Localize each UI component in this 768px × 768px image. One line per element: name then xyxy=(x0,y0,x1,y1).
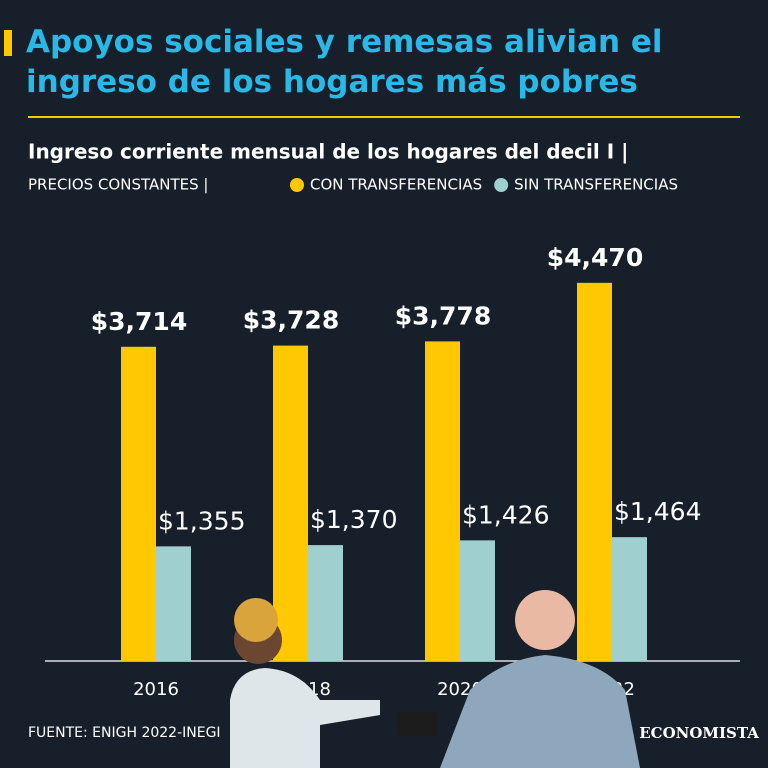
subtitle: Ingreso corriente mensual de los hogares… xyxy=(28,140,628,164)
value-label: $4,470 xyxy=(547,243,643,272)
person-right-head xyxy=(515,590,575,650)
chart-title: Apoyos sociales y remesas alivian el ing… xyxy=(26,24,663,100)
brand: EL ECONOMISTA xyxy=(612,724,759,742)
bar xyxy=(425,341,460,661)
illustration xyxy=(230,590,640,768)
title-marker xyxy=(4,30,12,56)
note: PRECIOS CONSTANTES | xyxy=(28,176,208,194)
bar xyxy=(577,282,612,661)
value-label: $3,778 xyxy=(395,301,491,330)
x-tick-label: 2016 xyxy=(133,679,179,700)
title-box: Apoyos sociales y remesas alivian el ing… xyxy=(26,24,663,100)
legend-swatch xyxy=(494,178,509,192)
card-reader xyxy=(398,712,438,736)
bar xyxy=(273,345,308,661)
legend-label: CON TRANSFERENCIAS xyxy=(310,176,482,194)
bar xyxy=(612,537,647,661)
bar xyxy=(121,346,156,661)
legend-label: SIN TRANSFERENCIAS xyxy=(514,176,678,194)
value-label: $1,426 xyxy=(462,500,549,529)
value-label: $1,355 xyxy=(158,506,245,535)
source: FUENTE: ENIGH 2022-INEGI xyxy=(28,725,221,741)
person-right xyxy=(440,655,640,768)
bar xyxy=(460,540,495,661)
value-label: $1,370 xyxy=(310,505,397,534)
value-label: $1,464 xyxy=(614,497,701,526)
person-left-hair xyxy=(234,598,278,642)
bar xyxy=(156,546,191,661)
person-left xyxy=(230,668,380,768)
value-label: $3,714 xyxy=(91,307,187,336)
legend-swatch xyxy=(290,178,304,192)
bar xyxy=(308,545,343,661)
value-label: $3,728 xyxy=(243,306,339,335)
